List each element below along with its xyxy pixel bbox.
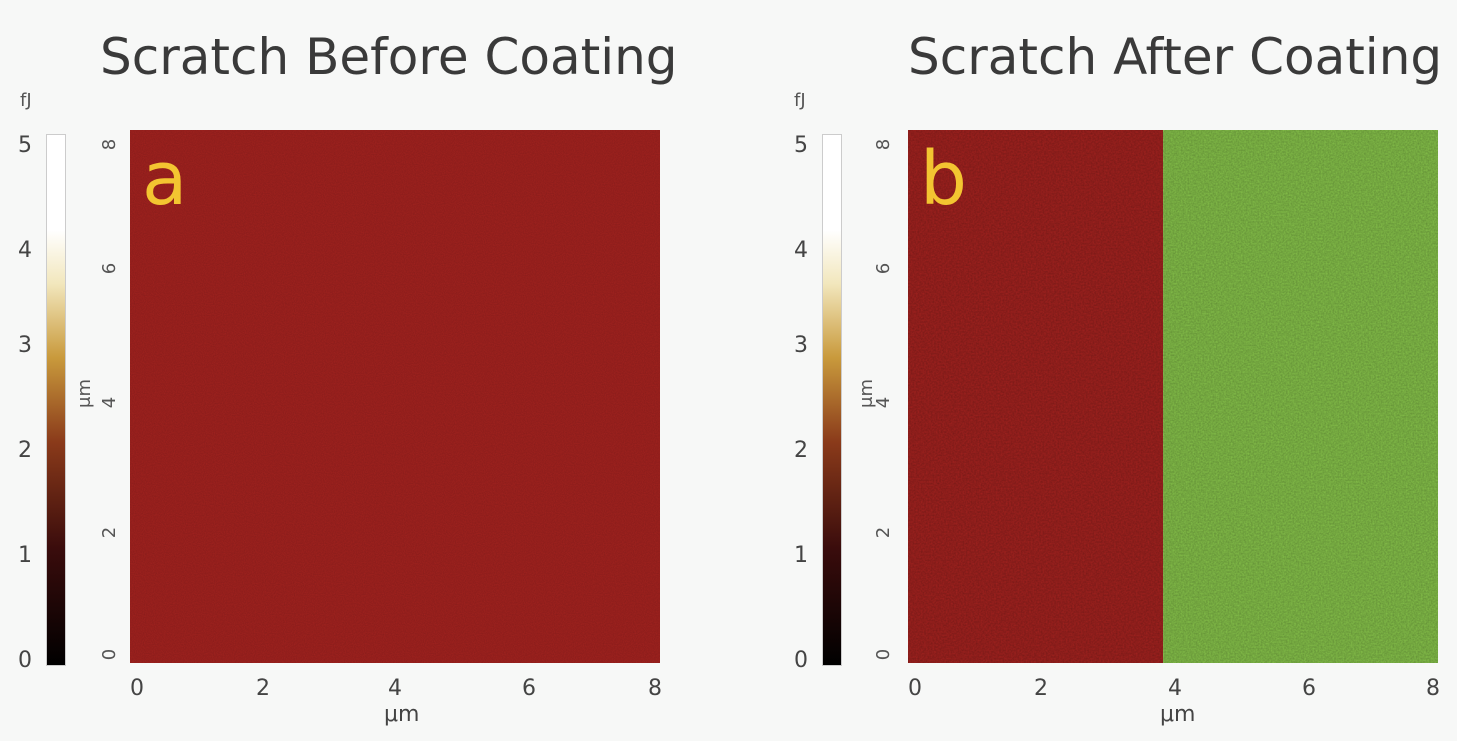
panel-b-heatmap-svg — [908, 130, 1438, 663]
panel-b-x-tick-0: 0 — [908, 676, 922, 701]
panel-b-y-tick-2: 2 — [873, 526, 895, 539]
panel-b-letter: b — [920, 136, 967, 222]
panel-b-x-tick-6: 6 — [1302, 676, 1316, 701]
panel-a-heatmap: a — [130, 130, 660, 663]
panel-b-cb-tick-4: 4 — [794, 238, 808, 263]
panel-b-colorbar-unit: fJ — [794, 90, 806, 111]
panel-b-y-tick-8: 8 — [873, 138, 895, 151]
panel-b: Scratch After Coating fJ 0 1 2 3 4 5 μm … — [772, 0, 1457, 741]
panel-a-x-tick-6: 6 — [522, 676, 536, 701]
panel-b-y-tick-0: 0 — [873, 648, 895, 661]
panel-a-cb-tick-4: 4 — [18, 238, 32, 263]
panel-b-y-tick-4: 4 — [873, 396, 895, 409]
panel-a-cb-tick-1: 1 — [18, 543, 32, 568]
panel-a: Scratch Before Coating fJ 0 1 2 3 4 5 μm… — [0, 0, 728, 741]
panel-b-y-tick-6: 6 — [873, 262, 895, 275]
panel-b-heatmap: b — [908, 130, 1438, 663]
panel-a-x-tick-4: 4 — [388, 676, 402, 701]
panel-a-x-tick-2: 2 — [256, 676, 270, 701]
panel-b-cb-tick-2: 2 — [794, 438, 808, 463]
panel-b-cb-tick-1: 1 — [794, 543, 808, 568]
panel-b-title: Scratch After Coating — [908, 28, 1443, 86]
panel-a-title: Scratch Before Coating — [100, 28, 678, 86]
panel-b-x-tick-8: 8 — [1426, 676, 1440, 701]
panel-a-xlabel: μm — [384, 702, 420, 727]
panel-a-y-tick-6: 6 — [99, 262, 121, 275]
panel-b-cb-tick-3: 3 — [794, 333, 808, 358]
panel-b-texture — [908, 130, 1438, 663]
panel-a-y-tick-8: 8 — [99, 138, 121, 151]
panel-a-y-tick-4: 4 — [99, 396, 121, 409]
panel-a-cb-tick-3: 3 — [18, 333, 32, 358]
panel-b-cb-tick-0: 0 — [794, 648, 808, 673]
panel-b-colorbar — [822, 134, 842, 666]
panel-a-y-tick-0: 0 — [99, 648, 121, 661]
panel-a-cb-tick-5: 5 — [18, 133, 32, 158]
panel-b-xlabel: μm — [1160, 702, 1196, 727]
panel-b-cb-tick-5: 5 — [794, 133, 808, 158]
panel-a-texture — [130, 130, 660, 663]
panel-b-x-tick-4: 4 — [1168, 676, 1182, 701]
panel-a-colorbar-unit: fJ — [20, 90, 32, 111]
panel-a-x-tick-8: 8 — [648, 676, 662, 701]
panel-a-ylabel: μm — [74, 379, 95, 408]
panel-a-letter: a — [142, 136, 188, 222]
panel-b-x-tick-2: 2 — [1034, 676, 1048, 701]
panel-a-cb-tick-2: 2 — [18, 438, 32, 463]
panel-a-x-tick-0: 0 — [130, 676, 144, 701]
panel-a-y-tick-2: 2 — [99, 526, 121, 539]
panel-a-cb-tick-0: 0 — [18, 648, 32, 673]
panel-a-colorbar — [46, 134, 66, 666]
panel-a-heatmap-svg — [130, 130, 660, 663]
